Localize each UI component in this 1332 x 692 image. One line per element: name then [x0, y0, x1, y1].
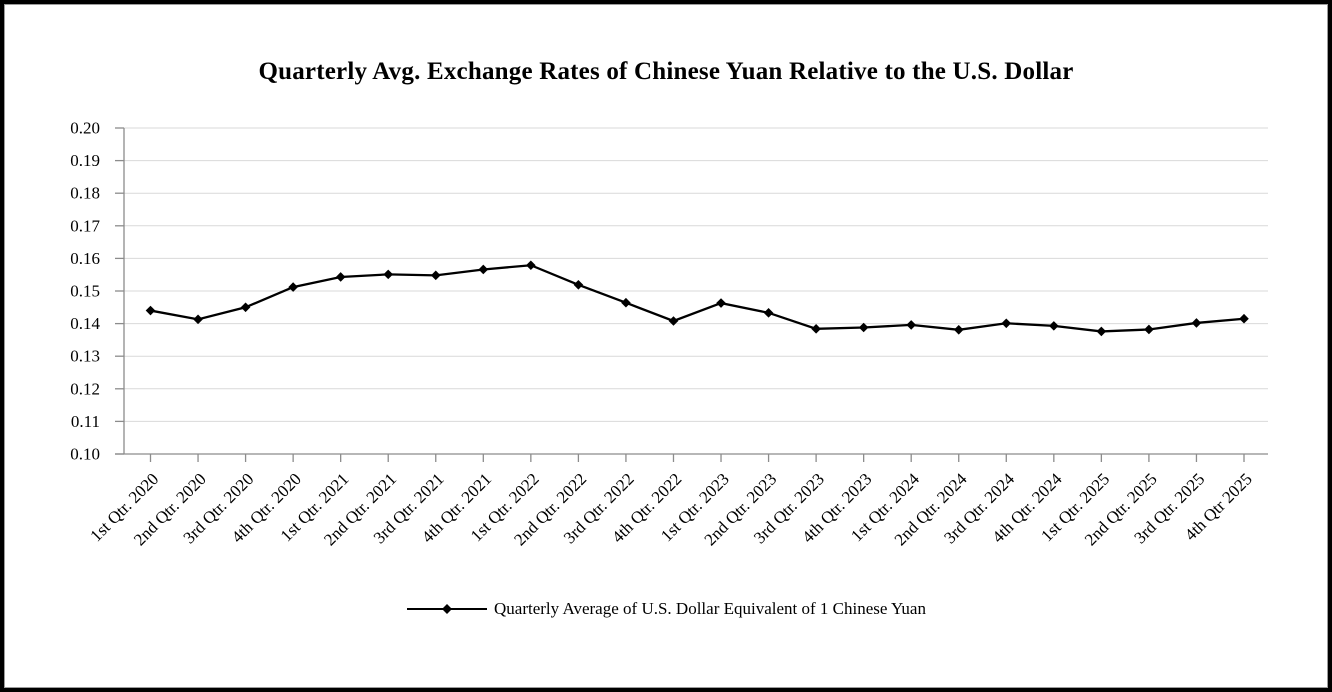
data-point-marker	[193, 314, 203, 325]
y-axis-label: 0.15	[70, 282, 100, 301]
data-point-marker	[621, 297, 631, 308]
data-point-marker	[953, 324, 964, 335]
data-point-marker	[763, 308, 774, 318]
y-axis-label: 0.12	[70, 379, 100, 398]
chart-title: Quarterly Avg. Exchange Rates of Chinese…	[258, 58, 1074, 85]
data-point-marker	[430, 270, 441, 281]
data-point-marker	[335, 272, 346, 282]
y-axis-label: 0.11	[71, 412, 100, 431]
data-point-marker	[906, 320, 916, 330]
y-axis-label: 0.10	[70, 445, 100, 464]
data-point-marker	[1049, 321, 1059, 331]
y-axis-label: 0.17	[70, 216, 100, 235]
legend-line-marker-icon	[407, 604, 488, 614]
data-point-marker	[383, 269, 394, 280]
data-point-marker	[1096, 326, 1107, 337]
data-point-marker	[478, 264, 489, 275]
data-point-marker	[145, 305, 156, 316]
y-axis-label: 0.18	[70, 184, 100, 203]
chart-canvas: 0.10 0.11 0.12 0.13 0.14 0.15 0.16 0.17 0.18 0.19…	[70, 119, 1268, 549]
data-point-marker	[288, 282, 298, 292]
data-point-marker	[573, 280, 584, 290]
data-point-marker	[811, 324, 821, 334]
y-axis-label: 0.16	[70, 249, 100, 268]
data-point-marker	[1191, 318, 1202, 328]
y-axis-label: 0.14	[70, 314, 100, 333]
data-point-marker	[668, 316, 679, 326]
data-point-marker	[240, 302, 251, 313]
data-point-marker	[1001, 318, 1012, 329]
legend: Quarterly Average of U.S. Dollar Equival…	[4, 599, 1328, 619]
y-axis-label: 0.19	[70, 151, 100, 170]
series-line	[150, 264, 1245, 333]
legend-diamond-icon	[442, 604, 453, 614]
data-point-marker	[1144, 324, 1154, 335]
data-point-marker	[858, 322, 869, 333]
y-axis-label: 0.13	[70, 347, 100, 366]
data-point-marker	[526, 260, 536, 271]
data-point-marker	[1239, 313, 1249, 324]
y-axis-label: 0.20	[70, 119, 100, 138]
legend-label: Quarterly Average of U.S. Dollar Equival…	[494, 599, 926, 618]
data-point-marker	[716, 298, 726, 308]
